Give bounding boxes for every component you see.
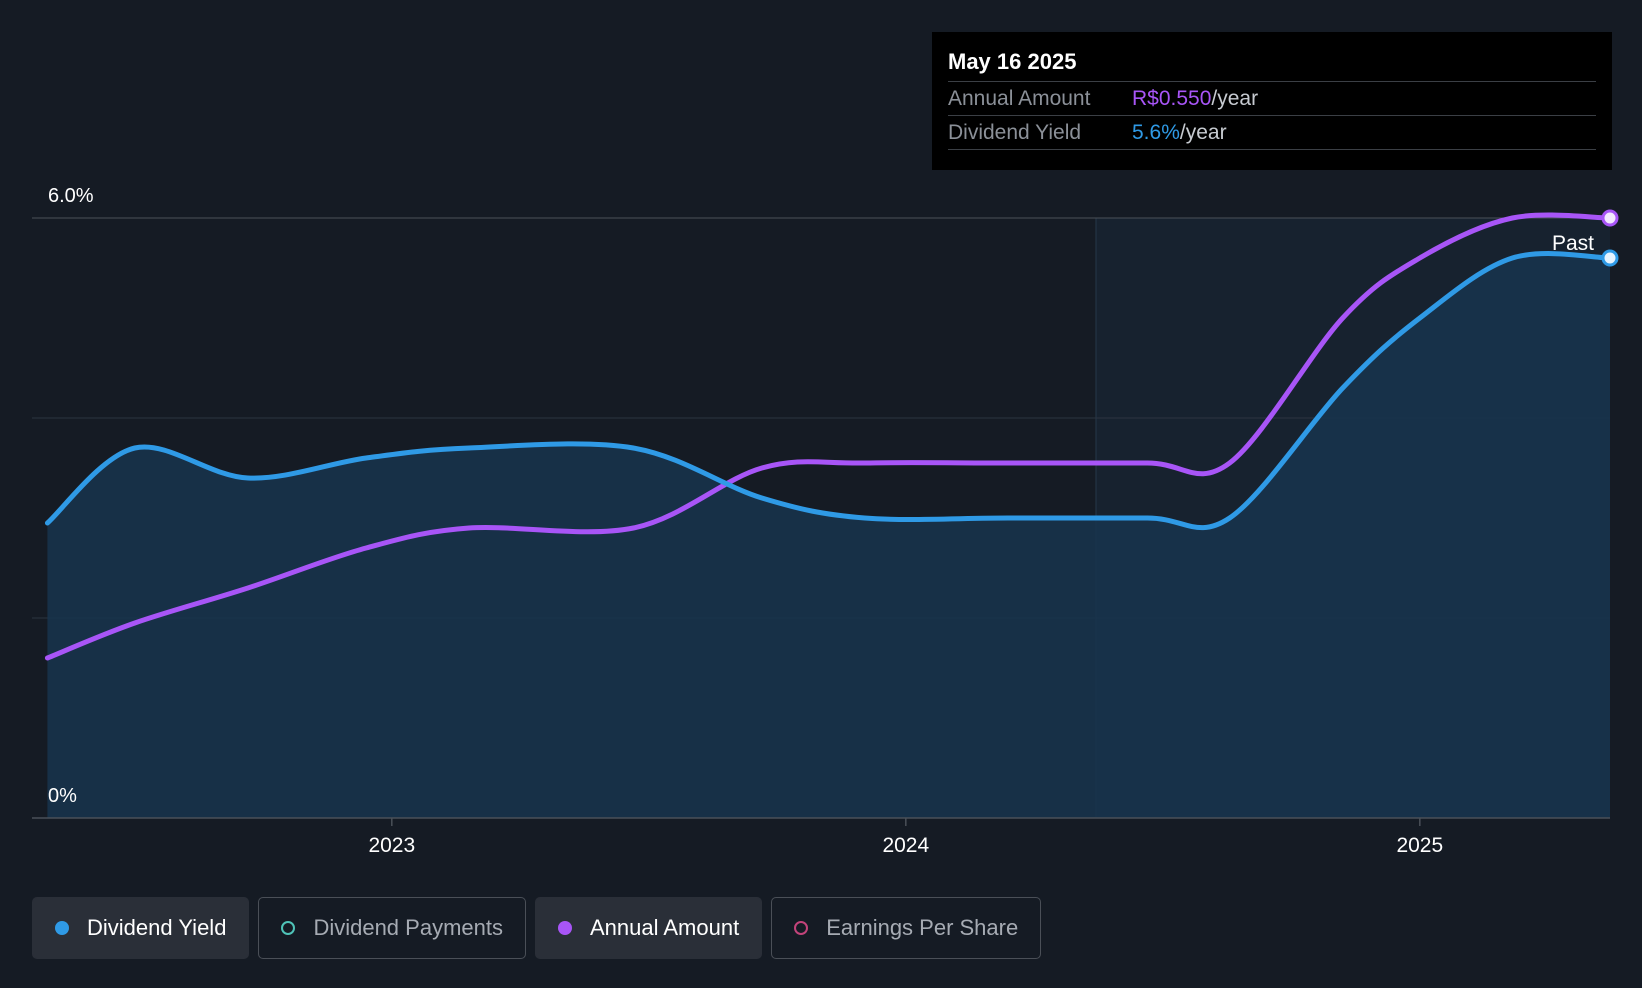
legend-label: Dividend Payments bbox=[313, 915, 503, 940]
hollow-dot-icon bbox=[794, 921, 809, 935]
dividend-yield-line bbox=[44, 251, 1613, 531]
y-tick-label-top: 6.0% bbox=[48, 185, 94, 207]
filled-dot-icon bbox=[557, 921, 572, 935]
tooltip-value: R$0.550 bbox=[1132, 87, 1212, 110]
past-label: Past bbox=[1552, 232, 1594, 255]
tooltip-label: Annual Amount bbox=[948, 87, 1091, 110]
tooltip-unit: /year bbox=[1179, 121, 1227, 144]
legend-earnings-per-share[interactable]: Earnings Per Share bbox=[771, 897, 1042, 959]
tooltip-unit: /year bbox=[1211, 87, 1259, 110]
chart-legend: Dividend Yield Dividend Payments Annual … bbox=[32, 897, 1042, 959]
dividend-yield-area bbox=[47, 253, 1611, 819]
tooltip-row-dividend-yield: Dividend Yield 5.6% /year bbox=[948, 116, 1596, 150]
annual-amount-endpoint bbox=[1601, 209, 1619, 227]
legend-label: Earnings Per Share bbox=[826, 915, 1019, 940]
annual-amount-line bbox=[44, 212, 1613, 661]
tooltip-date: May 16 2025 bbox=[948, 47, 1596, 82]
legend-label: Annual Amount bbox=[589, 915, 740, 940]
x-tick-label: 2025 bbox=[1396, 834, 1443, 857]
chart-tooltip: May 16 2025 Annual Amount R$0.550 /year … bbox=[932, 32, 1612, 170]
x-axis-ticks: 2023 2024 2025 bbox=[368, 818, 1443, 857]
legend-annual-amount[interactable]: Annual Amount bbox=[534, 897, 763, 959]
legend-dividend-payments[interactable]: Dividend Payments bbox=[258, 897, 526, 959]
y-axis-labels: 6.0% 0% bbox=[48, 185, 94, 807]
filled-dot-icon bbox=[55, 921, 69, 935]
x-tick-label: 2024 bbox=[882, 834, 929, 857]
tooltip-row-annual-amount: Annual Amount R$0.550 /year bbox=[948, 82, 1596, 116]
legend-label: Dividend Yield bbox=[87, 915, 227, 940]
tooltip-label: Dividend Yield bbox=[948, 121, 1082, 144]
hollow-dot-icon bbox=[281, 921, 296, 935]
dividend-yield-endpoint bbox=[1601, 249, 1619, 267]
tooltip-value: 5.6% bbox=[1132, 121, 1180, 144]
x-tick-label: 2023 bbox=[368, 834, 415, 857]
y-tick-label-bottom: 0% bbox=[48, 785, 77, 807]
legend-dividend-yield[interactable]: Dividend Yield bbox=[32, 897, 250, 959]
